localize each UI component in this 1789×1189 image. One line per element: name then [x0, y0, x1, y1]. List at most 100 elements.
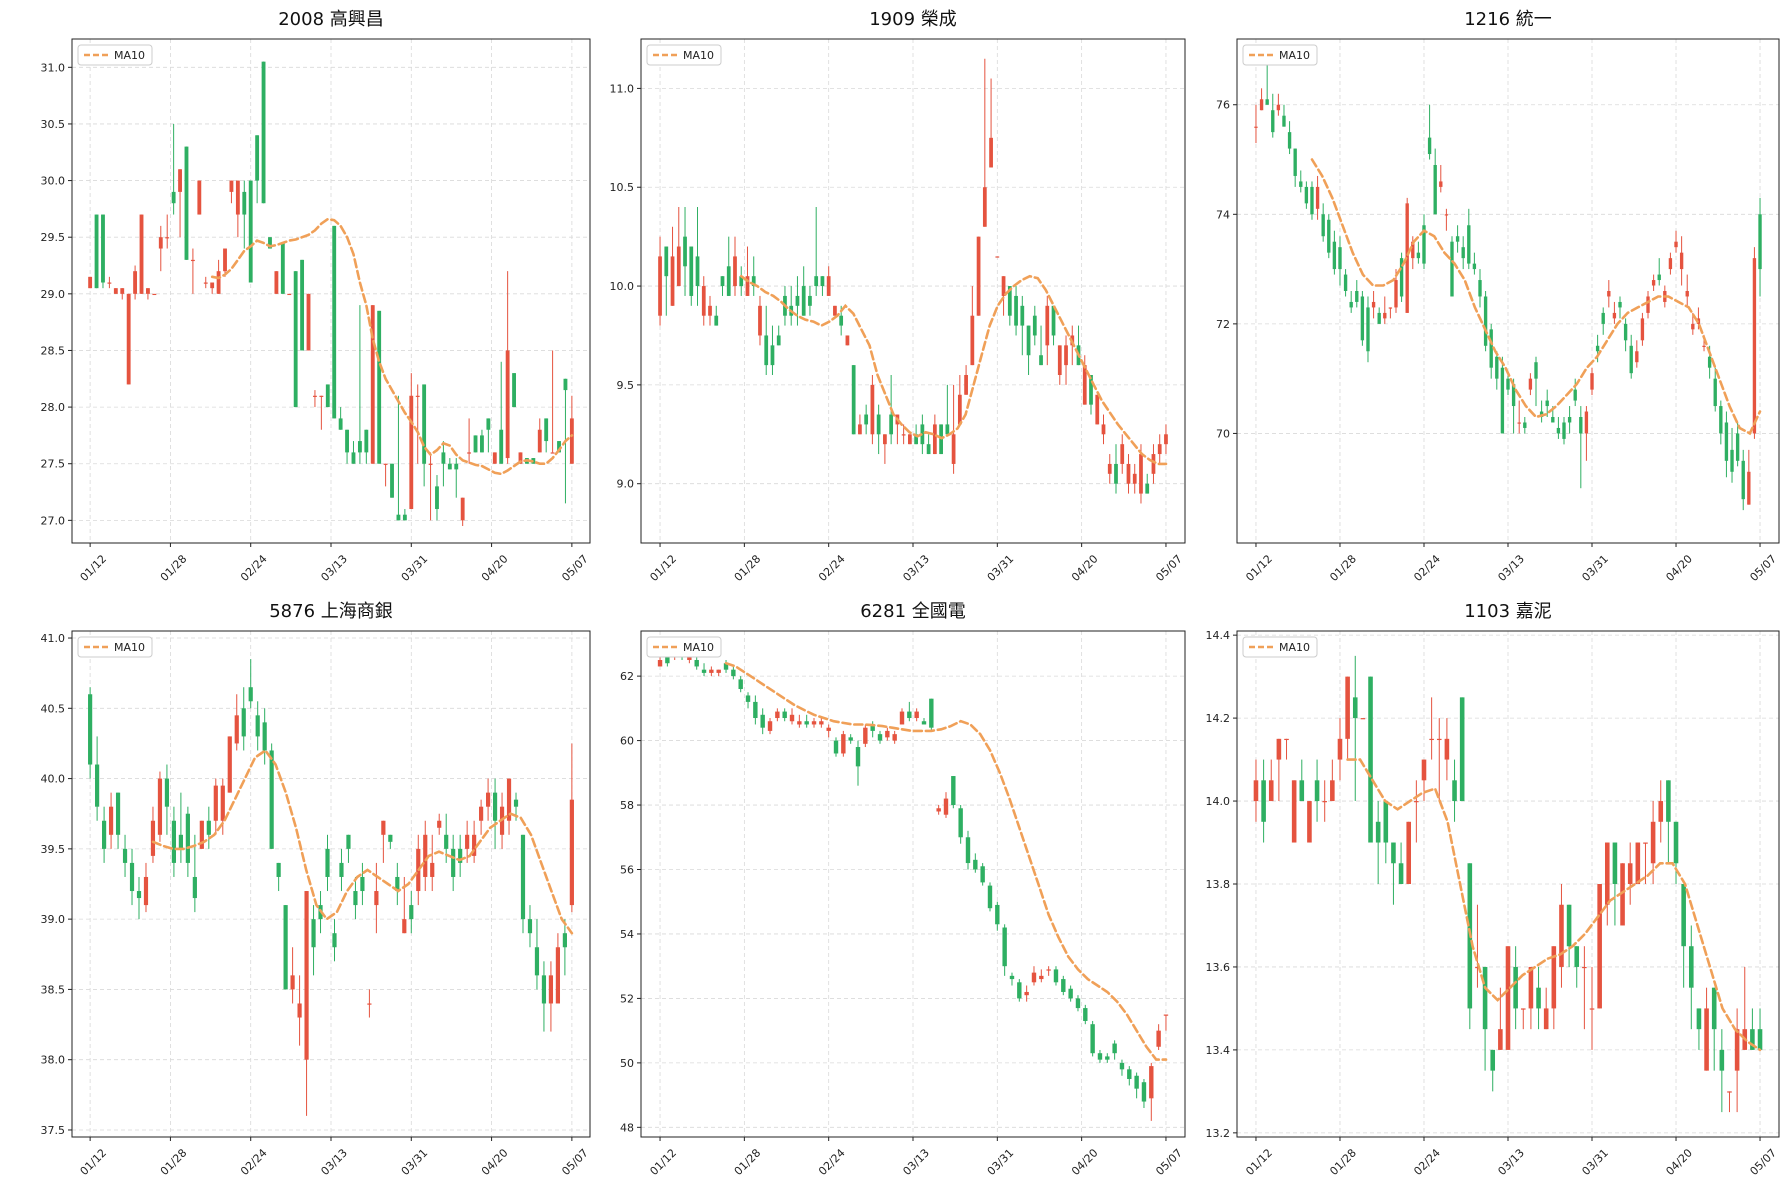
candle-body: [360, 876, 365, 892]
candle-body: [1097, 1053, 1103, 1060]
candle-body: [300, 259, 305, 351]
candle-body: [1368, 676, 1373, 843]
panel-2: 9.0 9.5 10.0 10.5 11.0 01/12 01/28 02/24 03/13 03…: [610, 9, 1186, 584]
candle-body: [472, 834, 477, 856]
candle-body: [113, 288, 118, 294]
candle-body: [833, 740, 839, 754]
candle: [1416, 241, 1421, 264]
candle-body: [1057, 345, 1062, 375]
candle-body: [767, 721, 773, 731]
candle-body: [441, 452, 446, 464]
candle-body: [146, 288, 150, 294]
candle-body: [467, 452, 472, 454]
candle-body: [1139, 454, 1143, 494]
candle: [1261, 759, 1266, 843]
candle-body: [1483, 296, 1488, 346]
candle: [383, 463, 388, 487]
candle-body: [213, 785, 218, 821]
candle: [178, 792, 183, 863]
candle-body: [1024, 991, 1029, 996]
candle: [1132, 463, 1137, 494]
candle-body: [826, 276, 831, 296]
candle-body: [804, 721, 809, 725]
candle: [1601, 307, 1605, 335]
candle: [980, 863, 985, 886]
candle: [1061, 975, 1066, 996]
candle-body: [820, 276, 825, 287]
x-tick-label: 05/07: [1153, 552, 1185, 584]
candle: [1299, 170, 1303, 193]
candle: [107, 276, 112, 289]
candle: [499, 361, 504, 464]
candle: [1352, 655, 1358, 802]
candle-body: [1500, 367, 1505, 434]
candle: [1120, 434, 1125, 474]
candle: [242, 180, 247, 249]
candle: [914, 708, 919, 722]
candle-body: [1020, 305, 1025, 326]
candle: [982, 58, 987, 227]
candle: [120, 288, 125, 300]
x-tick-label: 04/20: [1069, 552, 1101, 584]
candle: [1421, 759, 1427, 802]
candle-body: [973, 859, 978, 870]
candle-body: [513, 799, 519, 807]
candle: [1590, 367, 1594, 396]
candle-body: [1551, 946, 1557, 1009]
y-tick-label: 48: [620, 1121, 634, 1134]
candle: [1009, 972, 1015, 986]
candle-body: [255, 715, 260, 737]
candle: [1343, 269, 1348, 297]
candle-body: [1489, 329, 1493, 368]
candle-body: [1089, 375, 1093, 405]
candle-body: [454, 463, 459, 470]
candle: [776, 325, 781, 346]
candle-body: [753, 701, 758, 719]
candle-body: [932, 424, 937, 455]
candle: [1293, 148, 1297, 187]
candle-body: [1026, 325, 1031, 356]
y-tick-label: 74: [1216, 208, 1230, 221]
candle: [293, 271, 298, 408]
candle: [833, 305, 837, 316]
candle-body: [1650, 821, 1656, 864]
candle-body: [921, 721, 927, 725]
candle: [1095, 394, 1100, 425]
y-tick-label: 38.5: [41, 983, 66, 996]
candle: [932, 414, 937, 455]
y-tick-label: 54: [620, 928, 634, 941]
candle: [1629, 334, 1633, 379]
y-tick-label: 56: [620, 863, 634, 876]
legend-box: [1242, 44, 1318, 66]
candle-body: [223, 248, 227, 272]
candle-body: [88, 694, 93, 765]
candle-body: [745, 276, 750, 296]
ma10-line: [1310, 158, 1762, 436]
candle-body: [1053, 969, 1059, 983]
candle: [1513, 946, 1518, 1030]
candle-body: [157, 778, 163, 835]
candle: [733, 236, 737, 296]
candle-body: [1651, 280, 1656, 286]
candle-body: [1730, 449, 1734, 472]
candle-body: [178, 834, 183, 849]
y-tick-label: 14.2: [1206, 712, 1231, 725]
candle-body: [544, 418, 549, 442]
candle-body: [1061, 979, 1066, 992]
candle: [1141, 1078, 1147, 1108]
x-tick-label: 05/07: [1747, 1146, 1779, 1178]
candle: [437, 813, 442, 835]
candle: [346, 834, 351, 863]
candle-body: [739, 276, 744, 287]
candle: [797, 714, 802, 728]
candle-body: [1679, 252, 1684, 270]
candle-body: [248, 687, 253, 702]
y-tick-label: 13.2: [1206, 1127, 1231, 1140]
candle: [1640, 312, 1645, 346]
candle-body: [290, 975, 295, 990]
x-tick-label: 01/12: [1243, 552, 1275, 584]
candle: [460, 497, 465, 527]
y-tick-label: 28.5: [41, 344, 66, 357]
candle: [1366, 296, 1370, 363]
candle: [1127, 1066, 1132, 1086]
